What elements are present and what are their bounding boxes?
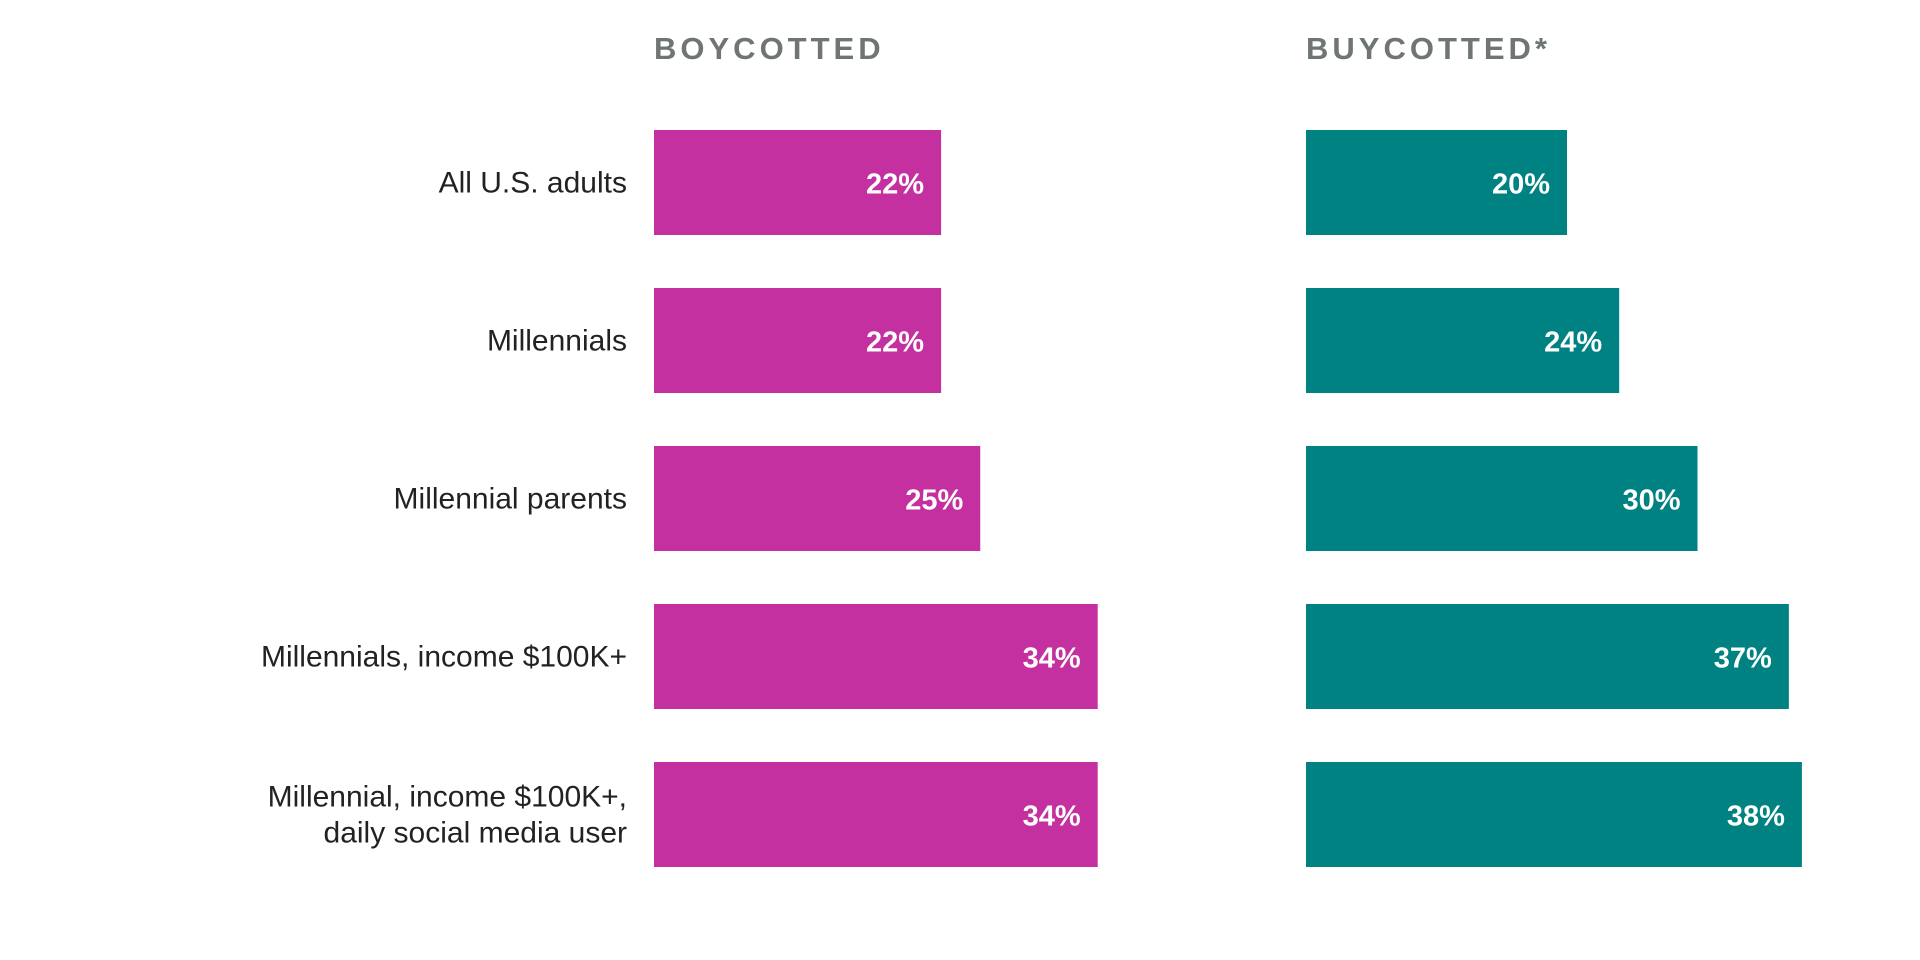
bar-value-label: 30%	[1622, 485, 1680, 517]
bar-value-label: 22%	[866, 169, 924, 201]
bar-buycotted	[1306, 446, 1698, 551]
category-label: daily social media user	[324, 817, 627, 850]
category-label: Millennials	[487, 325, 627, 358]
bar-buycotted	[1306, 762, 1802, 867]
panel-title-buycotted: BUYCOTTED*	[1306, 31, 1551, 66]
bar-value-label: 24%	[1544, 327, 1602, 359]
bar-value-label: 37%	[1714, 643, 1772, 675]
bar-buycotted	[1306, 288, 1620, 393]
category-label: Millennial, income $100K+,	[268, 781, 627, 814]
category-label: Millennial parents	[394, 483, 627, 516]
bar-value-label: 20%	[1492, 169, 1550, 201]
bar-buycotted	[1306, 130, 1567, 235]
bar-buycotted	[1306, 604, 1789, 709]
bar-boycotted	[654, 288, 942, 393]
bar-value-label: 38%	[1727, 801, 1785, 833]
bar-boycotted	[654, 446, 981, 551]
bar-value-label: 25%	[905, 485, 963, 517]
panel-title-boycotted: BOYCOTTED	[654, 31, 885, 66]
bar-value-label: 22%	[866, 327, 924, 359]
category-label: Millennials, income $100K+	[261, 641, 627, 674]
bar-boycotted	[654, 762, 1098, 867]
bar-boycotted	[654, 130, 942, 235]
bar-boycotted	[654, 604, 1098, 709]
category-label: All U.S. adults	[439, 167, 627, 200]
bar-value-label: 34%	[1023, 801, 1081, 833]
bar-value-label: 34%	[1023, 643, 1081, 675]
